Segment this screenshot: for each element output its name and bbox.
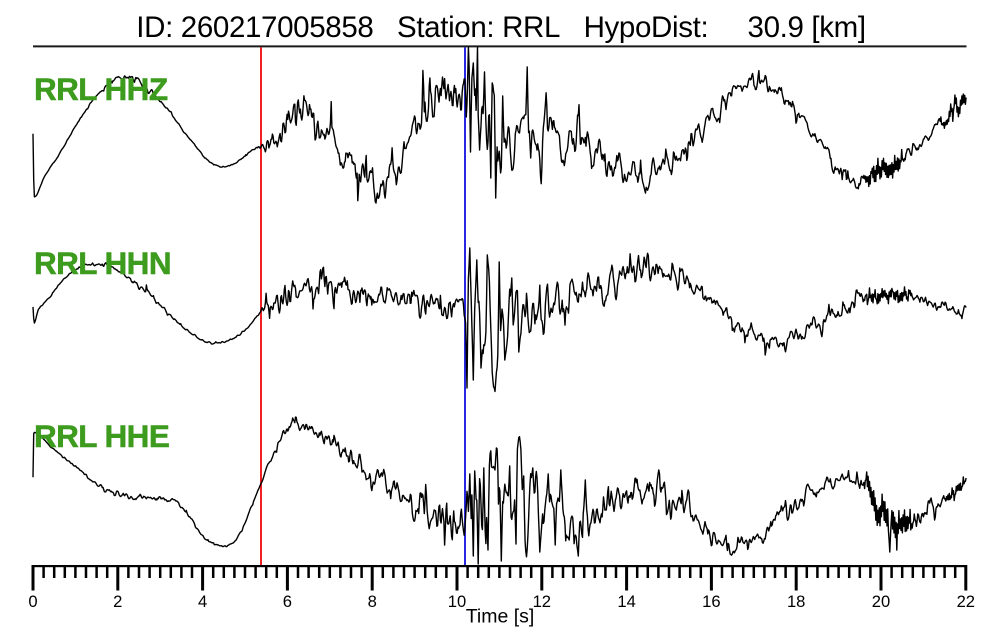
svg-text:8: 8 [368,592,377,611]
svg-text:16: 16 [702,592,720,611]
svg-text:4: 4 [198,592,207,611]
svg-text:6: 6 [283,592,292,611]
svg-text:RRL HHE: RRL HHE [34,418,169,454]
svg-text:2: 2 [113,592,122,611]
svg-text:22: 22 [957,592,975,611]
svg-text:Time [s]: Time [s] [466,606,535,628]
svg-text:18: 18 [787,592,805,611]
svg-text:20: 20 [872,592,890,611]
svg-text:RRL HHN: RRL HHN [34,245,171,281]
svg-text:RRL HHZ: RRL HHZ [34,71,168,107]
svg-text:14: 14 [617,592,635,611]
svg-text:12: 12 [533,592,551,611]
svg-text:0: 0 [28,592,37,611]
svg-text:10: 10 [448,592,466,611]
svg-text:ID: 260217005858 Station: RR: ID: 260217005858 Station: RRL HypoDist: … [136,11,865,44]
